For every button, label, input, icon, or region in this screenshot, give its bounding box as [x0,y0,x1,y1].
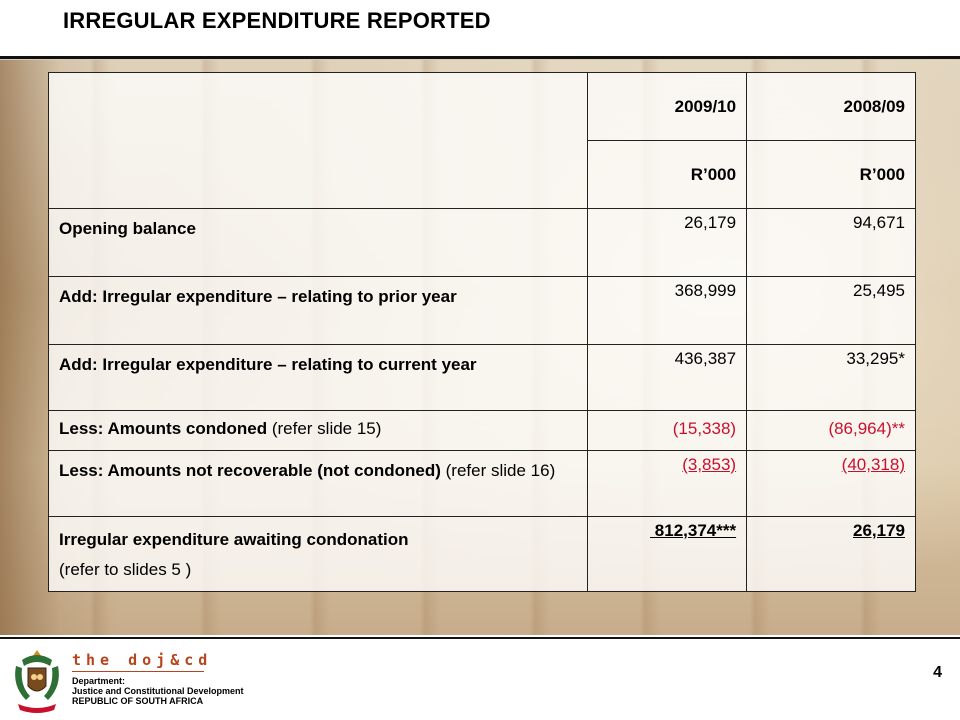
row-value-2008-09: 26,179 [746,516,916,592]
table-row: Less: Amounts not recoverable (not condo… [48,450,916,517]
row-label-total: Irregular expenditure awaiting condonati… [48,516,588,592]
header-2008-09: 2008/09 [746,72,916,141]
row-value-2008-09: 25,495 [746,276,916,345]
row-value-2008-09: 33,295* [746,344,916,411]
coat-of-arms-logo [15,650,59,713]
row-label-condoned: Less: Amounts condoned (refer slide 15) [48,410,588,451]
row-label: Add: Irregular expenditure – relating to… [48,276,588,345]
country-name: REPUBLIC OF SOUTH AFRICA [72,696,204,706]
unit-2009-10: R’000 [586,140,748,209]
row-label-text: Less: Amounts condoned [59,419,268,438]
row-label-note: (refer slide 16) [440,461,556,480]
expenditure-table: 2009/10 2008/09 R’000 R’000 Opening bala… [48,72,916,592]
brand-wordmark: the doj&cd [72,651,213,669]
table-row: Less: Amounts condoned (refer slide 15) … [48,410,916,451]
row-label-note: (refer slide 15) [267,419,382,438]
department-name: Justice and Constitutional Development [72,686,244,696]
row-label-note: (refer to slides 5 ) [59,560,192,579]
page-number: 4 [933,664,942,681]
row-value-2009-10: 812,374*** [586,516,748,592]
table-header-row: 2009/10 2008/09 [48,72,916,209]
brand-underline [72,671,204,672]
table-row: Add: Irregular expenditure – relating to… [48,276,916,345]
header-2009-10: 2009/10 [586,72,748,141]
row-value-2008-09: 94,671 [746,208,916,277]
row-value-2009-10: 436,387 [586,344,748,411]
department-label: Department: [72,676,126,686]
row-value-2009-10: (3,853) [586,450,748,517]
row-value-2009-10: 368,999 [586,276,748,345]
row-value-2009-10: 26,179 [586,208,748,277]
table-row: Add: Irregular expenditure – relating to… [48,344,916,411]
department-block: Department: Justice and Constitutional D… [72,676,244,706]
table-units-row: R’000 R’000 [49,140,916,209]
row-label-not-recoverable: Less: Amounts not recoverable (not condo… [48,450,588,517]
table-row-total: Irregular expenditure awaiting condonati… [48,516,916,592]
row-value-2008-09: (40,318) [746,450,916,517]
slide-title: IRREGULAR EXPENDITURE REPORTED [63,8,491,33]
row-label: Opening balance [48,208,588,277]
row-label-text: Irregular expenditure awaiting condonati… [59,530,409,549]
top-divider [0,56,960,59]
bottom-divider [0,637,960,639]
row-label-text: Less: Amounts not recoverable (not condo… [59,461,441,480]
unit-2008-09: R’000 [746,140,916,209]
row-value-2008-09: (86,964)** [746,410,916,451]
row-value-2009-10: (15,338) [586,410,748,451]
header-blank-cell [48,72,588,209]
row-label: Add: Irregular expenditure – relating to… [48,344,588,411]
table-row: Opening balance 26,179 94,671 [48,208,916,277]
